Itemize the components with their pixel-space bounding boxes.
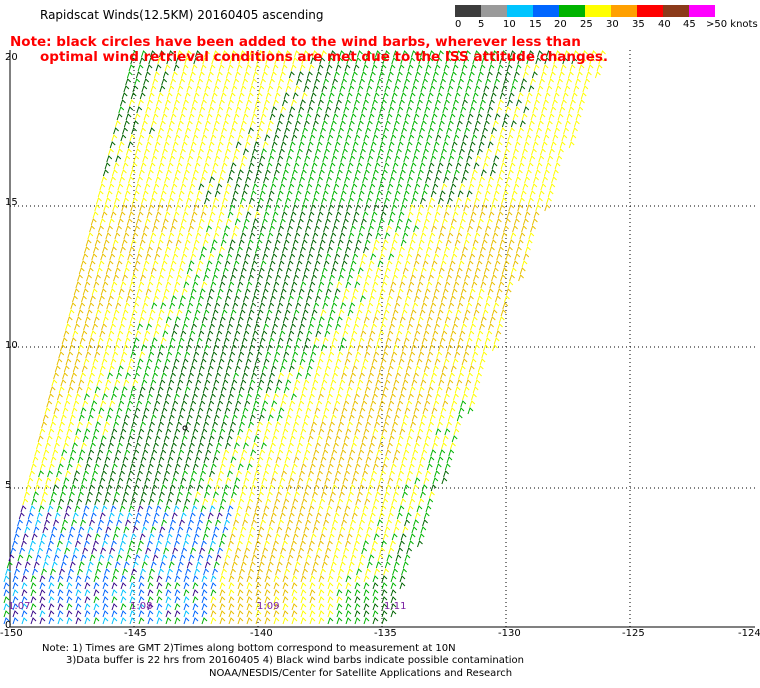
x-tick-label: -130 — [498, 628, 521, 639]
wind-barbs — [3, 50, 606, 625]
legend-label: 35 — [632, 19, 645, 30]
attitude-note-line-2: optimal wind retrieval conditions are me… — [40, 49, 609, 65]
legend-label: 5 — [478, 19, 485, 30]
legend-label: 45 — [683, 19, 696, 30]
x-tick-label: -135 — [374, 628, 397, 639]
attitude-note-line-1: Note: black circles have been added to t… — [10, 34, 581, 50]
legend-label: 20 — [554, 19, 567, 30]
y-tick-label: 20 — [5, 52, 18, 63]
legend-label: >50 knots — [706, 19, 758, 30]
x-tick-label: -145 — [124, 628, 147, 639]
legend-label: 15 — [529, 19, 542, 30]
legend-swatch-0 — [455, 5, 481, 17]
legend-label: 40 — [658, 19, 671, 30]
legend-swatch-8 — [663, 5, 689, 17]
legend-label: 0 — [455, 19, 462, 30]
y-tick-label: 0 — [5, 620, 12, 631]
footer-note-line-2: 3)Data buffer is 22 hrs from 20160405 4)… — [66, 655, 524, 666]
y-tick-label: 10 — [5, 340, 18, 351]
legend-swatch-9 — [689, 5, 715, 17]
footer-note-line-1: Note: 1) Times are GMT 2)Times along bot… — [42, 643, 456, 654]
footer-credit: NOAA/NESDIS/Center for Satellite Applica… — [209, 668, 513, 679]
legend-swatch-4 — [559, 5, 585, 17]
time-label: 1:09 — [257, 601, 280, 612]
contamination-marker — [182, 425, 188, 431]
legend-swatch-7 — [637, 5, 663, 17]
x-tick-label: -125 — [622, 628, 645, 639]
x-tick-label: -140 — [250, 628, 273, 639]
legend-label: 25 — [580, 19, 593, 30]
legend-swatch-5 — [585, 5, 611, 17]
legend-swatch-6 — [611, 5, 637, 17]
map-title: Rapidscat Winds(12.5KM) 20160405 ascendi… — [40, 8, 324, 22]
y-tick-label: 15 — [5, 197, 18, 208]
y-tick-label: 5 — [5, 480, 12, 491]
legend-swatch-2 — [507, 5, 533, 17]
legend-swatch-1 — [481, 5, 507, 17]
legend-label: 10 — [503, 19, 516, 30]
legend-swatch-3 — [533, 5, 559, 17]
legend-label: 30 — [606, 19, 619, 30]
x-tick-label: -150 — [0, 628, 23, 639]
graticule — [9, 50, 755, 628]
time-label: 1:08 — [130, 601, 153, 612]
time-label: 1:11 — [384, 601, 407, 612]
time-label: 1:07 — [8, 601, 31, 612]
x-tick-label: -124 — [738, 628, 760, 639]
